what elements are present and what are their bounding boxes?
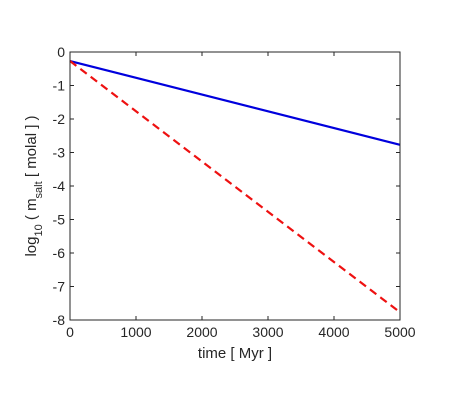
x-tick-label: 4000 (318, 324, 349, 340)
x-tick-label: 5000 (384, 324, 415, 340)
x-tick-label: 1000 (120, 324, 151, 340)
x-tick-label: 3000 (252, 324, 283, 340)
tick-layer: 0 1000 2000 3000 4000 5000 0 -1 -2 -3 -4 -5 -6 -7 -8 (53, 44, 416, 340)
y-tick-label: -3 (53, 145, 66, 161)
y-label-mid-subscript: salt (33, 181, 45, 198)
y-tick-label: -8 (53, 312, 66, 328)
x-tick-label: 2000 (186, 324, 217, 340)
x-axis-label: time [ Myr ] (198, 345, 272, 362)
series-2-line (69, 60, 401, 314)
y-tick-label: -4 (53, 178, 66, 194)
y-tick-label: -7 (53, 279, 66, 295)
y-label-mid: ( m (23, 198, 40, 224)
y-label-suffix: [ molal ] ) (23, 115, 40, 181)
y-tick-label: -5 (53, 212, 66, 228)
y-label-prefix-subscript: 10 (33, 224, 45, 236)
y-tick-label: -1 (53, 78, 66, 94)
plot-area (70, 52, 400, 320)
series-1-line (69, 59, 401, 146)
y-tick-label: -2 (53, 111, 66, 127)
series-layer (69, 59, 401, 314)
y-tick-label: 0 (57, 44, 65, 60)
y-tick-label: -6 (53, 245, 66, 261)
y-label-prefix: log (23, 237, 40, 257)
x-tick-label: 0 (66, 324, 74, 340)
y-axis-label: log10 ( msalt [ molal ] ) (23, 115, 45, 256)
